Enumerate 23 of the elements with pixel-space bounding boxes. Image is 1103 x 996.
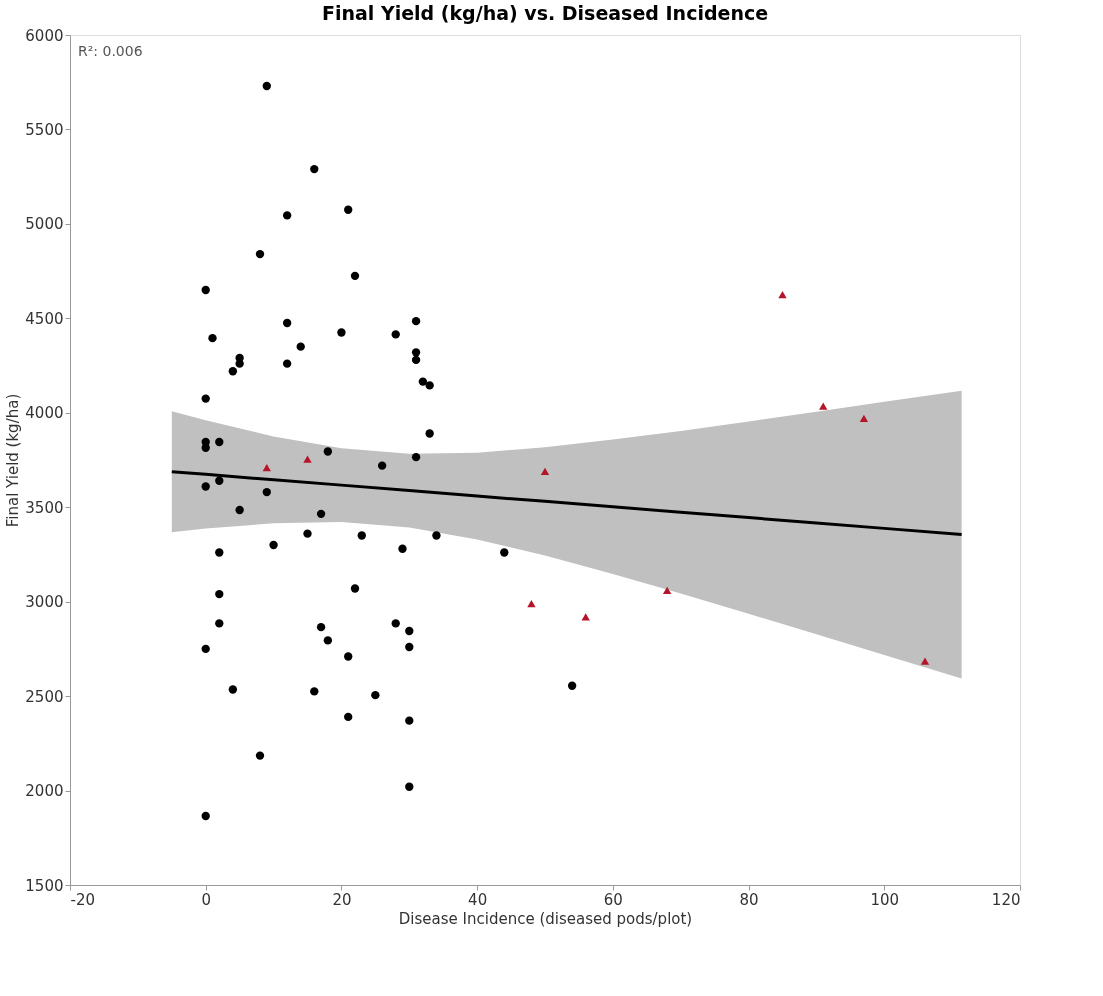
- annotation: R²: 0.006: [78, 43, 143, 59]
- x-tick-label: 120: [991, 890, 1021, 909]
- y-tick-label: 6000: [25, 26, 64, 45]
- chart-title: Final Yield (kg/ha) vs. Diseased Incidence: [321, 2, 769, 24]
- x-tick-label: 0: [201, 890, 211, 909]
- y-tick-label: 4000: [25, 404, 64, 423]
- y-tick-label: 1500: [25, 876, 64, 895]
- y-tick-label: 2000: [25, 782, 64, 801]
- x-tick-label: 20: [332, 890, 352, 909]
- x-tick-label: 100: [870, 890, 900, 909]
- y-tick-label: 2500: [25, 687, 64, 706]
- x-tick-label: 80: [739, 890, 759, 909]
- y-tick-label: 4500: [25, 309, 64, 328]
- y-tick-label: 5500: [25, 120, 64, 139]
- x-tick-label: 60: [603, 890, 623, 909]
- x-tick-label: 40: [468, 890, 488, 909]
- y-tick-label: 5000: [25, 215, 64, 234]
- x-axis-title: Disease Incidence (diseased pods/plot): [398, 909, 693, 928]
- y-tick-label: 3000: [25, 593, 64, 612]
- y-axis-title: Final Yield (kg/ha): [4, 393, 23, 528]
- x-tick-label: -20: [70, 890, 95, 909]
- line-series: [170, 470, 964, 537]
- y-tick-label: 3500: [25, 498, 64, 517]
